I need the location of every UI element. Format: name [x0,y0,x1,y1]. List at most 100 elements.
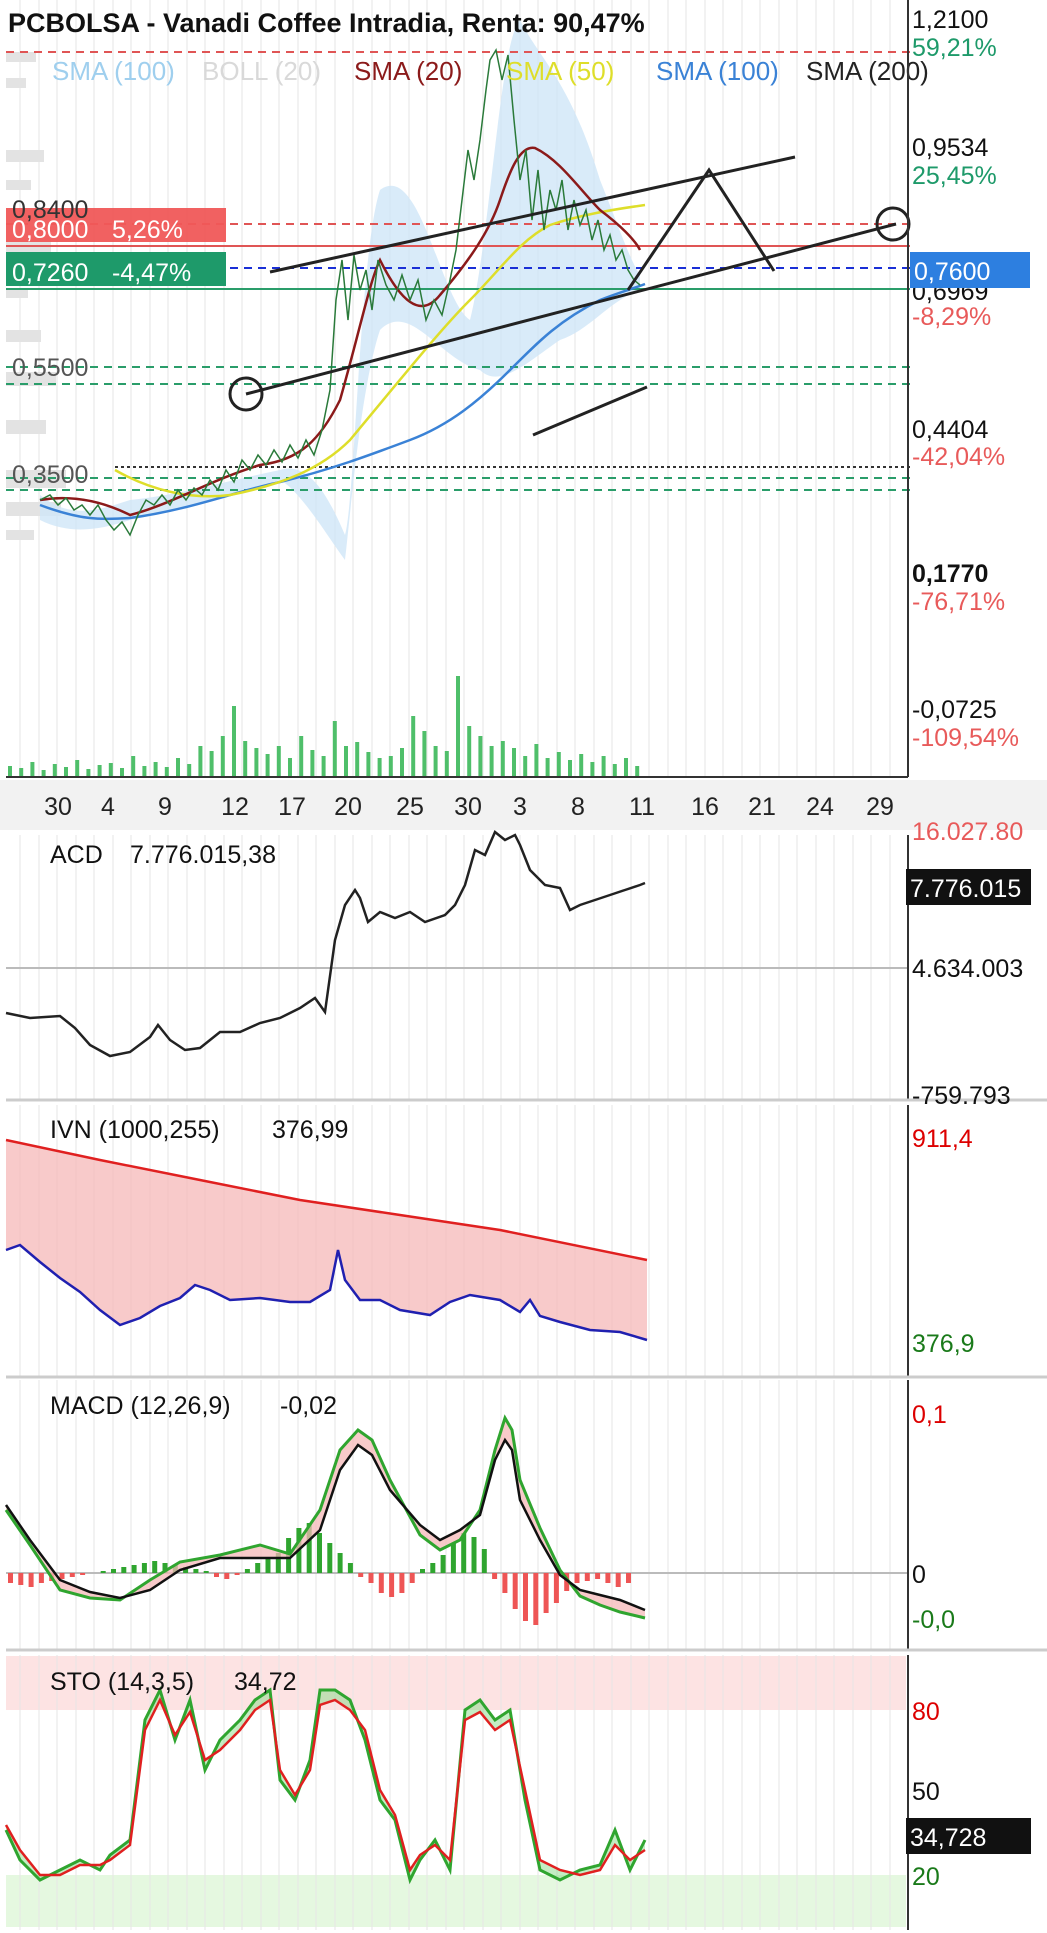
macd-hist-bar [131,1565,137,1573]
volume-bar [635,766,640,776]
sto-value: 34,72 [234,1668,297,1696]
sto-tag: 34,728 [910,1824,986,1852]
volume-bar [209,751,214,776]
macd-hist-bar [306,1523,312,1573]
macd-panel[interactable]: MACD (12,26,9) -0,02 0,1 0 -0,0 [4,1380,1047,1652]
ivn-line [5,1243,648,1342]
short-trendline [532,385,648,437]
macd-hist-bar [100,1571,106,1573]
volume-bar [601,756,606,776]
x-tick-label: 30 [44,793,72,821]
macd-hist-bar [502,1573,508,1593]
volume-bar [467,726,472,776]
x-tick-label: 12 [221,793,249,821]
volume-bar [422,731,427,776]
current-price-tag: 0,7600 [914,258,990,286]
lower-channel-line [245,222,897,396]
macd-hist-bar [471,1537,477,1573]
volume-bar [243,741,248,776]
volume-bar [388,756,393,776]
x-tick-label: 30 [454,793,482,821]
price-panel[interactable]: 0,8400 0,8000 5,26% 0,7260 -4,47% 0,5500… [6,0,1030,778]
volume-bar [366,752,371,776]
price-axis-value: 1,2100 [912,6,988,34]
volume-bar [321,756,326,776]
volume-bar [265,754,270,776]
volume-bar [52,764,57,776]
upper-channel-line [269,155,796,274]
volume-bar [344,746,348,776]
volume-bar [198,746,203,776]
x-tick-label: 25 [396,793,424,821]
price-axis-pct: 59,21% [912,34,997,62]
legend-item-sma20: SMA (20) [354,56,462,86]
volume-bar [131,756,136,776]
macd-hist-bar [368,1573,374,1583]
price-axis-value: 0,1770 [912,560,988,588]
level-label-0550: 0,5500 [12,354,88,382]
volume-bar [86,769,91,776]
ivn-axis-top: 911,4 [912,1125,973,1153]
price-axis-pct: 25,45% [912,162,997,190]
volume-bar [64,767,68,776]
price-axis-value: -0,0725 [912,696,997,724]
macd-hist-bar [523,1573,528,1621]
level-pct-0800: 5,26% [112,216,183,244]
volume-bar [377,758,382,776]
price-axis-value: 0,9534 [912,134,989,162]
price-axis-pct: -76,71% [912,588,1005,616]
macd-hist-bar [543,1573,549,1613]
acd-line [5,830,646,1058]
volume-bar [19,768,24,776]
ivn-panel[interactable]: IVN (1000,255) 376,99 911,4 376,9 [5,1105,1047,1379]
macd-hist-bar [461,1533,467,1573]
macd-hist-bar [162,1563,168,1573]
sto-k-line [4,1685,647,1885]
acd-panel[interactable]: ACD 7.776.015,38 16.027.80 7.776.015 4.6… [5,818,1047,1110]
macd-hist-bar [626,1573,631,1583]
volume-bar [512,748,516,776]
sto-axis-50: 50 [912,1778,940,1806]
x-tick-label: 24 [806,793,834,821]
sto-panel[interactable]: STO (14,3,5) 34,72 80 50 34,728 20 [4,1655,1031,1930]
volume-bar [590,762,595,776]
acd-value: 7.776.015,38 [130,841,276,869]
price-line [39,47,641,537]
ivn-signal-line [5,1138,648,1262]
acd-title: ACD [50,841,103,869]
volume-bar [153,762,158,776]
price-axis-pct: -42,04% [912,443,1005,471]
legend-item-boll20: BOLL (20) [202,56,321,86]
macd-axis-zero: 0 [912,1561,926,1589]
volume-bar [624,758,628,776]
macd-hist-bar [275,1553,281,1573]
legend-item-sma200: SMA (200) [806,56,929,86]
macd-hist-bar [430,1563,436,1573]
acd-axis-top: 16.027.80 [912,818,1023,846]
volume-bar [534,744,539,776]
volume-bar [500,741,505,776]
volume-bar [176,758,180,776]
x-tick-label: 11 [629,793,655,821]
volume-bar [97,765,102,776]
volume-bar [400,748,404,776]
volume-bar [411,716,416,776]
price-axis-value: 0,4404 [912,416,989,444]
price-axis-pct: -109,54% [912,724,1019,752]
macd-hist-bar [224,1573,230,1579]
volume-bar [30,762,35,776]
sto-axis-80: 80 [912,1698,940,1726]
macd-hist-bar [605,1573,611,1583]
macd-hist-bar [450,1543,456,1573]
sto-d-line [4,1697,646,1877]
macd-hist-bar [492,1573,498,1579]
sto-title: STO (14,3,5) [50,1668,194,1696]
macd-hist-bar [141,1563,147,1573]
volume-bar [556,752,561,776]
volume-bar [8,766,12,776]
volume-bar [433,746,438,776]
x-tick-label: 29 [866,793,894,821]
price-axis-pct: -8,29% [912,303,991,331]
macd-hist-bar [244,1569,250,1573]
x-tick-label: 20 [334,793,362,821]
